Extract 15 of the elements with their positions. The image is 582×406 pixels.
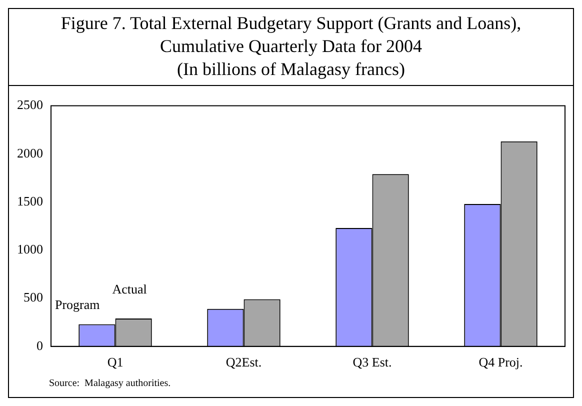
series-label: Actual	[112, 281, 148, 296]
chart-title: Figure 7. Total External Budgetary Support (Grants and Loans), Cumulative Quarterly Data for 2004	[60, 12, 522, 58]
y-tick-label: 2500	[17, 97, 43, 112]
series-label: Program	[55, 297, 100, 312]
chart-subtitle: (In billions of Malagasy francs)	[176, 58, 406, 81]
y-tick-label: 1500	[17, 193, 43, 208]
y-tick-label: 2000	[17, 145, 43, 160]
x-tick-label: Q4 Proj.	[478, 354, 523, 370]
x-tick-label: Q2Est.	[226, 354, 262, 370]
y-tick-label: 500	[24, 290, 43, 305]
source-note: Source: Malagasy authorities.	[48, 378, 172, 389]
y-tick-label: 1000	[17, 242, 43, 257]
x-tick-label: Q3 Est.	[352, 354, 392, 370]
y-tick-label: 0	[36, 338, 43, 353]
x-tick-label: Q1	[107, 354, 124, 370]
